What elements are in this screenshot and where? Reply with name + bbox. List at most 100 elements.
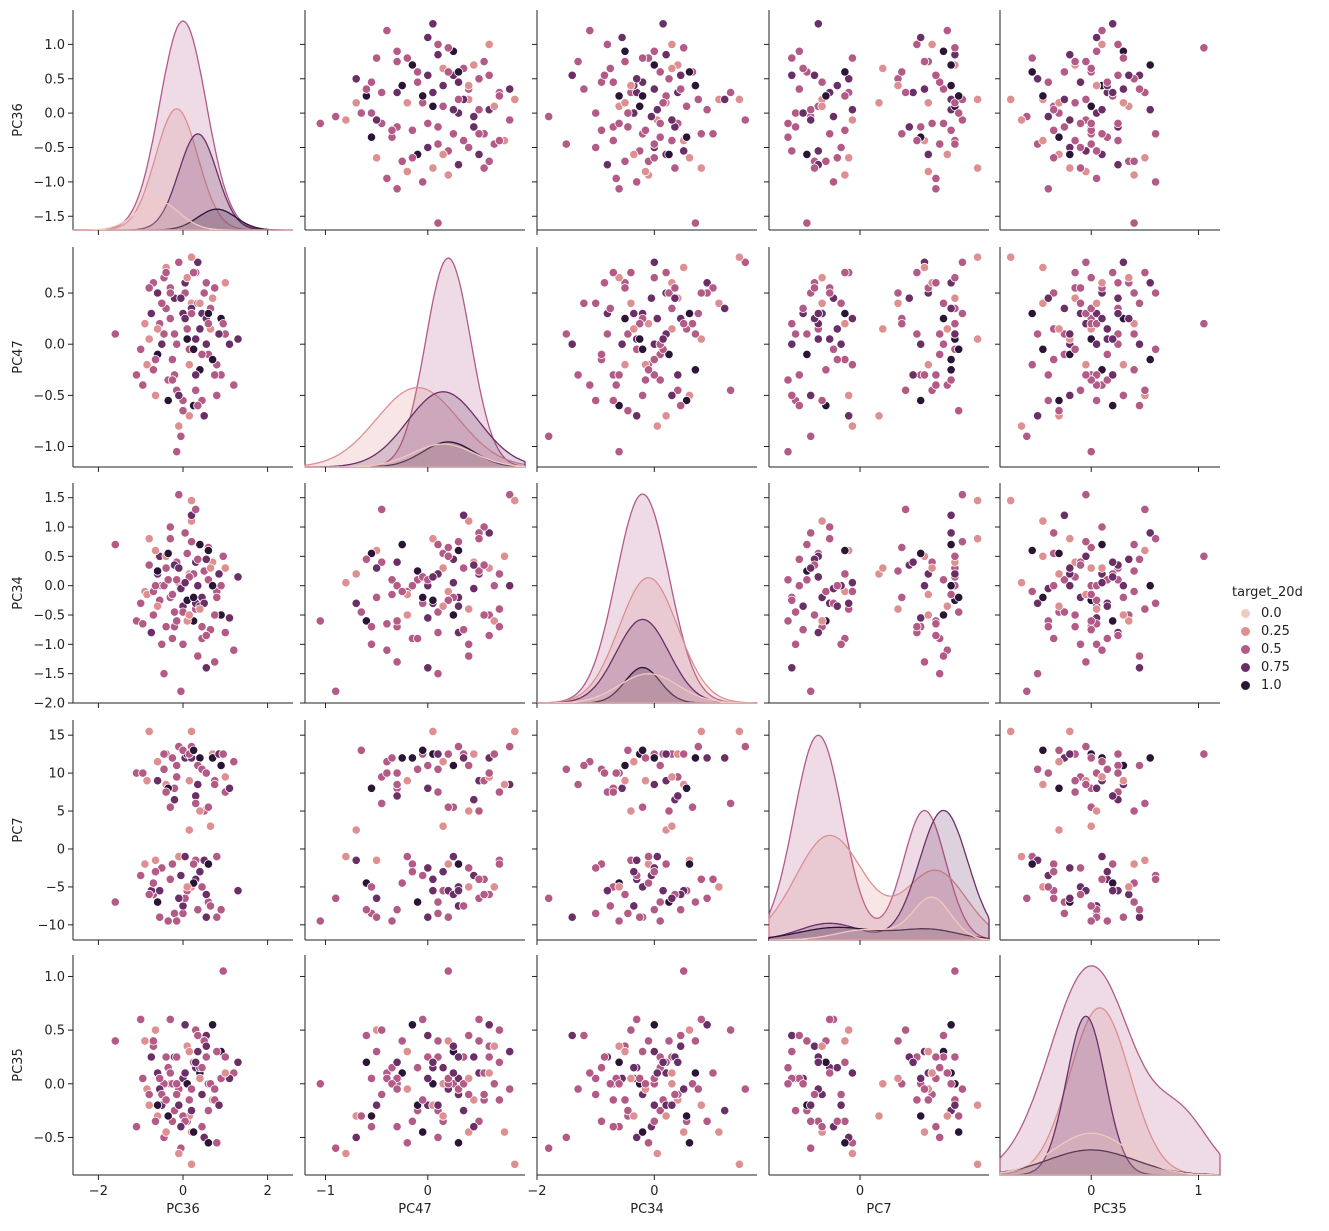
scatter-point	[184, 610, 194, 620]
scatter-point	[670, 293, 680, 303]
scatter-point	[635, 101, 645, 111]
scatter-point	[655, 760, 665, 771]
scatter-point	[676, 84, 686, 94]
scatter-point	[1049, 354, 1059, 365]
scatter-point	[693, 1084, 703, 1094]
scatter-point	[847, 421, 858, 431]
y-axis-label-pc35: PC35	[11, 1048, 26, 1081]
scatter-point	[433, 1132, 443, 1143]
scatter-point	[611, 173, 621, 183]
scatter-point	[602, 160, 613, 170]
scatter-point	[186, 1159, 197, 1169]
scatter-point	[182, 324, 192, 334]
scatter-point	[161, 1052, 171, 1062]
scatter-point	[649, 354, 659, 365]
scatter-point	[652, 851, 662, 862]
scatter-point	[178, 406, 188, 416]
scatter-point	[916, 395, 926, 406]
scatter-point	[923, 589, 933, 600]
scatter-point	[464, 1030, 474, 1041]
scatter-point	[458, 901, 469, 911]
scatter-point	[806, 563, 816, 573]
scatter-point	[690, 365, 701, 375]
scatter-point	[203, 545, 213, 556]
scatter-point	[505, 1047, 515, 1057]
y-tick-label: −1.0	[33, 440, 65, 455]
scatter-point	[708, 283, 718, 293]
kde-curve-0.25	[768, 834, 990, 941]
scatter-point	[193, 651, 203, 661]
y-tick-label: 0.0	[44, 1077, 65, 1092]
scatter-point	[163, 916, 173, 926]
scatter-point	[382, 26, 392, 36]
scatter-point	[927, 39, 937, 50]
scatter-point	[821, 91, 831, 101]
legend-item: 0.5	[1232, 640, 1327, 658]
scatter-point	[950, 293, 960, 303]
scatter-point	[1097, 26, 1107, 36]
scatter-point	[904, 293, 914, 303]
scatter-point	[433, 39, 443, 50]
y-tick-label: −0.5	[33, 609, 65, 624]
scatter-point	[1033, 329, 1043, 339]
scatter-point	[407, 581, 417, 591]
scatter-point	[623, 329, 633, 339]
scatter-point	[443, 551, 453, 561]
scatter-point	[169, 795, 180, 805]
scatter-point	[946, 589, 956, 600]
scatter-point	[176, 431, 186, 441]
scatter-point	[1038, 91, 1048, 101]
scatter-point	[608, 77, 618, 87]
scatter-point	[794, 84, 804, 94]
scatter-point	[696, 129, 706, 139]
scatter-point	[1065, 726, 1075, 737]
scatter-point	[1108, 791, 1118, 801]
legend: target_20d 0.0 0.25 0.5 0.75 1.0	[1232, 585, 1327, 694]
scatter-point	[946, 1079, 956, 1089]
scatter-point	[702, 105, 712, 115]
scatter-point	[1097, 522, 1107, 532]
scatter-point	[942, 26, 952, 36]
scatter-point	[840, 1138, 850, 1148]
scatter-point	[1065, 581, 1075, 591]
scatter-point	[649, 60, 659, 70]
scatter-point	[1151, 534, 1161, 544]
scatter-point	[687, 802, 698, 812]
scatter-point	[649, 153, 659, 163]
scatter-point	[448, 760, 458, 771]
scatter-point	[136, 598, 146, 608]
scatter-point	[212, 390, 222, 400]
scatter-point	[605, 63, 615, 74]
scatter-point	[840, 91, 850, 101]
scatter-point	[617, 32, 627, 43]
scatter-point	[1118, 592, 1129, 603]
scatter-point	[1124, 70, 1134, 80]
scatter-point	[942, 601, 952, 611]
scatter-point	[614, 370, 624, 380]
scatter-point	[679, 319, 689, 329]
scatter-point	[1070, 787, 1080, 797]
scatter-point	[510, 726, 520, 737]
scatter-point	[972, 163, 983, 173]
scatter-point	[479, 560, 489, 570]
scatter-point	[931, 184, 941, 194]
scatter-point	[832, 153, 842, 163]
scatter-point	[681, 395, 692, 406]
scatter-point	[423, 912, 433, 922]
scatter-point	[499, 551, 510, 561]
scatter-point	[423, 760, 433, 771]
scatter-point	[428, 886, 438, 896]
scatter-point	[923, 167, 933, 177]
scatter-point	[464, 1089, 474, 1100]
scatter-point	[643, 878, 654, 888]
scatter-point	[195, 753, 205, 763]
scatter-point	[702, 893, 712, 903]
scatter-point	[315, 118, 325, 129]
scatter-point	[1140, 153, 1150, 163]
scatter-point	[679, 749, 689, 759]
legend-title: target_20d	[1232, 585, 1303, 600]
scatter-point	[632, 177, 642, 187]
scatter-point	[1113, 308, 1123, 319]
scatter-point	[220, 1052, 230, 1062]
scatter-point	[790, 1106, 801, 1116]
